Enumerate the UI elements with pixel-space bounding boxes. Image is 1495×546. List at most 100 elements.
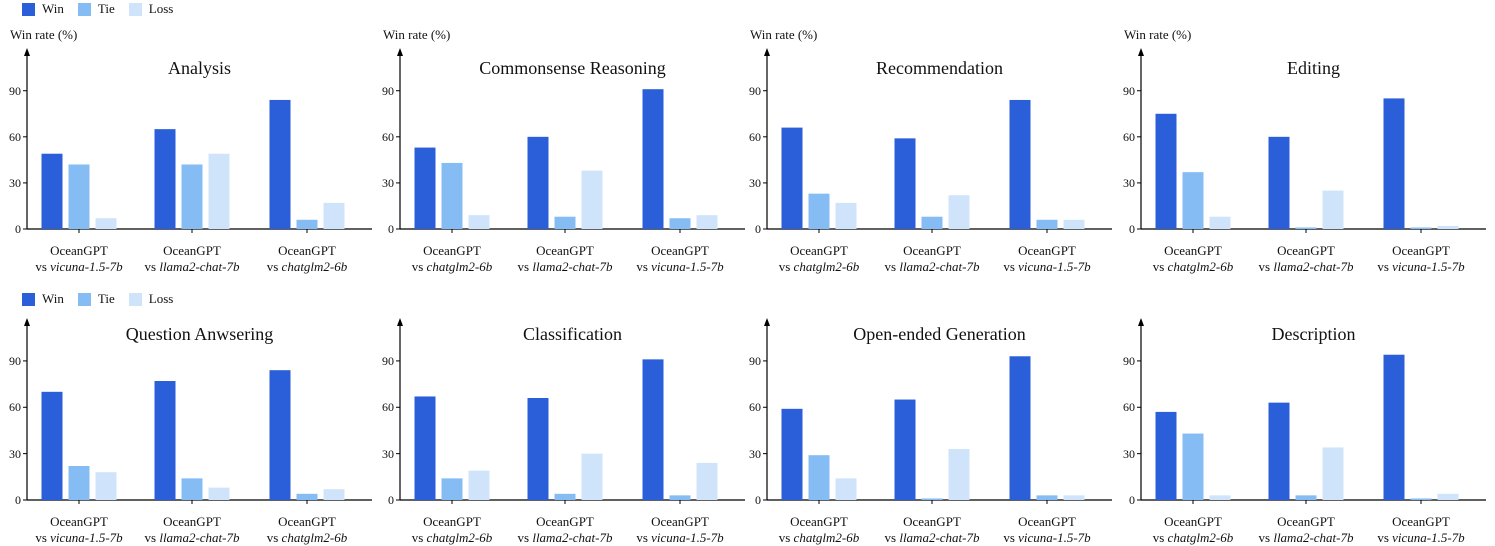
bar-win-chatglm2-6b <box>781 127 803 229</box>
y-tick-label: 30 <box>9 446 21 461</box>
bar-tie-vicuna-1-5-7b <box>1410 498 1432 500</box>
bar-win-vicuna-1-5-7b <box>1383 354 1405 500</box>
bar-loss-vicuna-1-5-7b <box>1063 495 1085 500</box>
vs-prefix: vs <box>1258 259 1271 274</box>
x-tick-label: OceanGPT vs chatglm2-6b <box>247 514 367 546</box>
bar-tie-llama2-chat-7b <box>921 216 943 229</box>
panel-title: Recommendation <box>876 58 1003 78</box>
vs-prefix: vs <box>1152 259 1165 274</box>
x-tick-label: OceanGPT vs chatglm2-6b <box>759 243 879 275</box>
y-tick-label: 0 <box>755 222 761 236</box>
y-tick-label: 30 <box>9 175 21 190</box>
y-tick-label: 30 <box>1123 175 1135 190</box>
vs-prefix: vs <box>778 259 791 274</box>
bar-tie-vicuna-1-5-7b <box>1036 495 1058 500</box>
vs-prefix: vs <box>1003 530 1015 545</box>
legend-swatch-tie <box>77 292 91 306</box>
x-tick-label-model: OceanGPT <box>1018 243 1076 258</box>
x-tick-label-model: OceanGPT <box>423 243 481 258</box>
bar-win-llama2-chat-7b <box>154 129 176 229</box>
x-tick-label-opponent: vs vicuna-1.5-7b <box>987 530 1107 546</box>
vs-prefix: vs <box>411 259 424 274</box>
y-tick-label: 90 <box>1123 353 1135 368</box>
y-axis-arrow <box>764 318 770 326</box>
bar-win-llama2-chat-7b <box>1268 136 1290 229</box>
x-tick-label-model: OceanGPT <box>163 243 221 258</box>
panel-title: Editing <box>1287 58 1340 78</box>
x-tick-label-opponent: vs llama2-chat-7b <box>505 530 625 546</box>
x-tick-label-opponent: vs llama2-chat-7b <box>505 259 625 275</box>
opponent-model: chatglm2-6b <box>426 259 493 274</box>
vs-prefix: vs <box>144 530 157 545</box>
opponent-model: llama2-chat-7b <box>532 530 613 545</box>
x-tick-label: OceanGPT vs vicuna-1.5-7b <box>19 243 139 275</box>
vs-prefix: vs <box>1377 259 1389 274</box>
bar-win-vicuna-1-5-7b <box>642 359 664 500</box>
bar-loss-chatglm2-6b <box>835 478 857 500</box>
bar-win-llama2-chat-7b <box>894 138 916 229</box>
opponent-model: vicuna-1.5-7b <box>1392 530 1465 545</box>
x-tick-label-model: OceanGPT <box>651 514 709 529</box>
y-tick-label: 0 <box>388 222 394 236</box>
x-tick-label: OceanGPT vs vicuna-1.5-7b <box>1361 243 1481 275</box>
x-tick-label-opponent: vs chatglm2-6b <box>247 530 367 546</box>
bar-tie-vicuna-1-5-7b <box>68 466 90 500</box>
x-tick-label-model: OceanGPT <box>1018 514 1076 529</box>
legend-label: Tie <box>97 1 115 16</box>
x-tick-label-model: OceanGPT <box>278 514 336 529</box>
vs-prefix: vs <box>636 530 648 545</box>
x-tick-label-model: OceanGPT <box>423 514 481 529</box>
y-tick-label: 0 <box>388 493 394 507</box>
x-tick-label-model: OceanGPT <box>536 243 594 258</box>
x-tick-label-opponent: vs llama2-chat-7b <box>1246 530 1366 546</box>
x-tick-label: OceanGPT vs chatglm2-6b <box>759 514 879 546</box>
bar-tie-vicuna-1-5-7b <box>68 164 90 229</box>
opponent-model: chatglm2-6b <box>281 259 348 274</box>
y-tick-label: 60 <box>382 400 394 415</box>
x-tick-label-opponent: vs llama2-chat-7b <box>132 259 252 275</box>
legend-item-loss: Loss <box>128 291 173 307</box>
y-tick-label: 60 <box>749 400 761 415</box>
x-tick-label-model: OceanGPT <box>1277 243 1335 258</box>
y-tick-label: 60 <box>1123 400 1135 415</box>
x-tick-label: OceanGPT vs vicuna-1.5-7b <box>19 514 139 546</box>
bar-loss-llama2-chat-7b <box>948 195 970 229</box>
x-tick-label-model: OceanGPT <box>790 243 848 258</box>
y-tick-label: 30 <box>749 175 761 190</box>
x-tick-label-model: OceanGPT <box>536 514 594 529</box>
bar-win-vicuna-1-5-7b <box>41 391 63 500</box>
bar-loss-llama2-chat-7b <box>208 153 230 229</box>
x-tick-label-model: OceanGPT <box>790 514 848 529</box>
x-tick-label-opponent: vs chatglm2-6b <box>392 259 512 275</box>
bar-loss-vicuna-1-5-7b <box>1063 219 1085 229</box>
x-tick-label-model: OceanGPT <box>1164 243 1222 258</box>
vs-prefix: vs <box>517 259 530 274</box>
x-tick-label-model: OceanGPT <box>278 243 336 258</box>
bar-tie-chatglm2-6b <box>296 493 318 500</box>
x-tick-label: OceanGPT vs llama2-chat-7b <box>505 243 625 275</box>
bar-win-chatglm2-6b <box>781 408 803 500</box>
opponent-model: chatglm2-6b <box>1167 259 1234 274</box>
bar-loss-vicuna-1-5-7b <box>1437 493 1459 500</box>
bar-loss-vicuna-1-5-7b <box>1437 225 1459 229</box>
bar-tie-llama2-chat-7b <box>554 493 576 500</box>
legend-swatch-win <box>22 2 35 16</box>
bar-tie-llama2-chat-7b <box>554 216 576 229</box>
y-axis-arrow <box>24 48 30 56</box>
bar-win-llama2-chat-7b <box>154 381 176 500</box>
bar-tie-llama2-chat-7b <box>181 478 203 500</box>
x-tick-label-model: OceanGPT <box>651 243 709 258</box>
bar-tie-vicuna-1-5-7b <box>669 495 691 500</box>
bar-loss-llama2-chat-7b <box>1322 447 1344 500</box>
bar-loss-vicuna-1-5-7b <box>95 218 117 229</box>
y-tick-label: 60 <box>9 400 21 415</box>
bar-tie-chatglm2-6b <box>296 219 318 229</box>
bar-win-vicuna-1-5-7b <box>41 153 63 229</box>
x-tick-label-opponent: vs llama2-chat-7b <box>872 530 992 546</box>
y-tick-label: 30 <box>382 446 394 461</box>
legend-label: Win <box>42 291 64 306</box>
chart-legend: Win Tie Loss <box>22 0 187 18</box>
x-tick-label-opponent: vs vicuna-1.5-7b <box>620 259 740 275</box>
bar-win-chatglm2-6b <box>269 99 291 229</box>
y-tick-label: 30 <box>382 175 394 190</box>
